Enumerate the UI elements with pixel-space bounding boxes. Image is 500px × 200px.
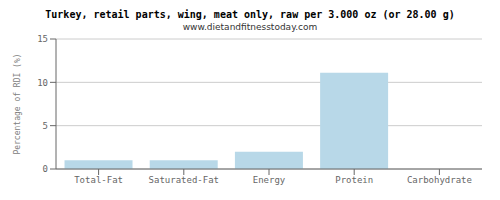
svg-text:10: 10 bbox=[37, 78, 48, 88]
svg-text:Carbohydrate: Carbohydrate bbox=[407, 175, 472, 185]
html-text:Turkey, retail parts, wing, me: Turkey, retail parts, wing, meat only, r… bbox=[45, 9, 455, 20]
html-text:www.dietandfitnesstoday.com: www.dietandfitnesstoday.com bbox=[182, 22, 318, 32]
svg-text:Saturated-Fat: Saturated-Fat bbox=[149, 175, 219, 185]
svg-text:15: 15 bbox=[37, 34, 48, 44]
svg-text:Energy: Energy bbox=[253, 175, 286, 185]
svg-text:Protein: Protein bbox=[335, 175, 373, 185]
svg-text:Percentage of RDI (%): Percentage of RDI (%) bbox=[13, 53, 22, 154]
svg-text:5: 5 bbox=[43, 121, 48, 131]
svg-text:Total-Fat: Total-Fat bbox=[74, 175, 123, 185]
svg-text:0: 0 bbox=[43, 164, 48, 174]
